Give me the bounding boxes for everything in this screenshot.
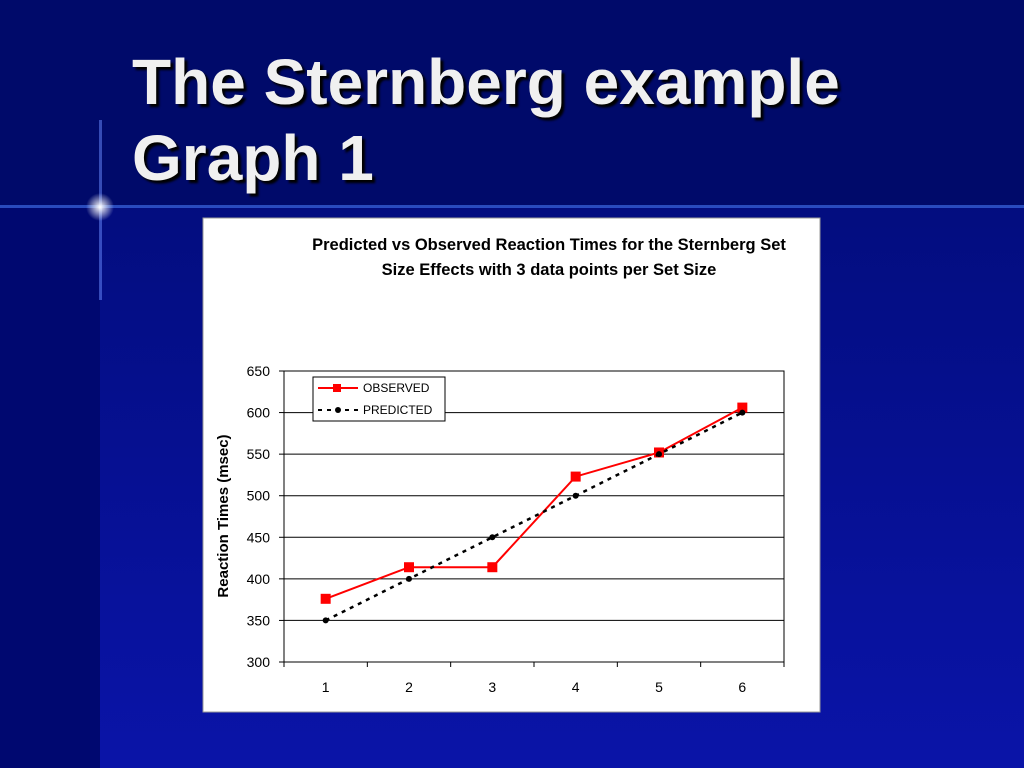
header-band bbox=[0, 0, 1024, 207]
marker bbox=[489, 534, 496, 541]
y-tick-label: 600 bbox=[247, 405, 271, 421]
marker bbox=[406, 575, 412, 582]
legend-label: OBSERVED bbox=[363, 381, 430, 395]
series-line bbox=[325, 406, 743, 600]
y-tick-label: 400 bbox=[247, 571, 271, 587]
x-tick-label: 4 bbox=[572, 679, 580, 695]
series-line bbox=[325, 411, 743, 622]
x-tick-label: 5 bbox=[655, 679, 663, 695]
marker bbox=[404, 562, 414, 573]
legend-marker bbox=[335, 407, 341, 413]
legend-label: PREDICTED bbox=[363, 403, 433, 417]
x-tick-label: 6 bbox=[738, 679, 746, 695]
flare-glow bbox=[86, 193, 114, 221]
left-band bbox=[0, 207, 100, 768]
marker bbox=[739, 409, 746, 416]
legend-marker bbox=[333, 384, 341, 392]
x-tick-label: 2 bbox=[405, 679, 413, 695]
y-tick-label: 300 bbox=[247, 654, 271, 670]
marker bbox=[487, 562, 498, 573]
marker bbox=[570, 471, 581, 482]
marker bbox=[656, 451, 662, 458]
marker bbox=[737, 402, 748, 413]
marker bbox=[572, 492, 579, 499]
marker bbox=[320, 593, 331, 604]
x-tick-label: 1 bbox=[322, 679, 330, 695]
y-tick-label: 350 bbox=[247, 612, 271, 628]
y-tick-label: 450 bbox=[247, 529, 271, 545]
marker bbox=[322, 617, 329, 624]
y-tick-label: 500 bbox=[247, 488, 271, 504]
x-tick-label: 3 bbox=[488, 679, 496, 695]
chart-title: Predicted vs Observed Reaction Times for… bbox=[312, 236, 786, 279]
slide-title: The Sternberg example Graph 1 bbox=[132, 46, 840, 194]
y-axis-label: Reaction Times (msec) bbox=[215, 434, 232, 597]
flare-h bbox=[0, 205, 1024, 208]
y-tick-label: 550 bbox=[247, 446, 271, 462]
y-tick-label: 650 bbox=[247, 363, 271, 379]
